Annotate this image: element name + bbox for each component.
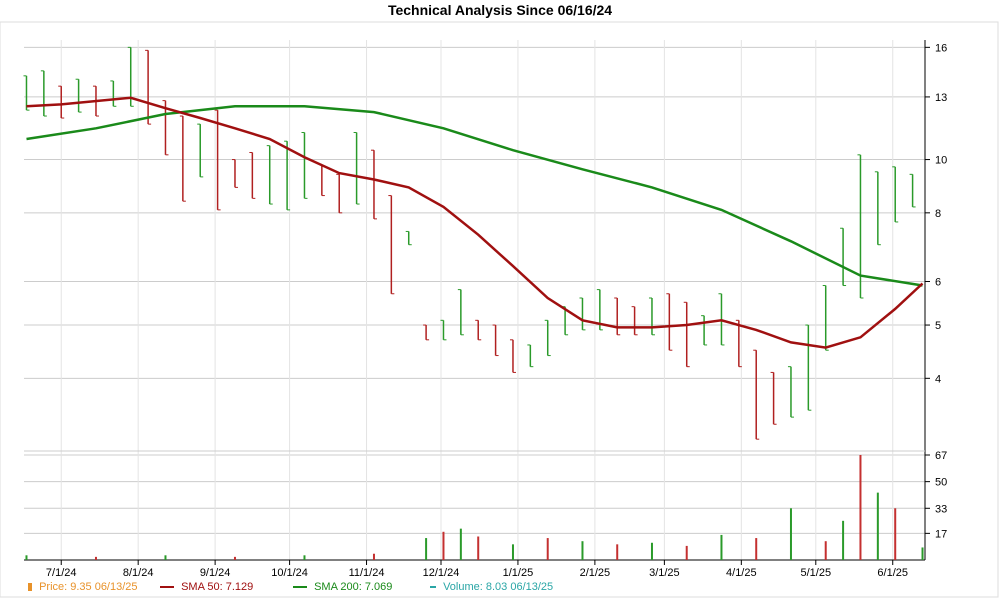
date-tick-label: 10/1/24 bbox=[271, 567, 308, 579]
date-tick-label: 12/1/24 bbox=[423, 567, 460, 579]
price-tick-label: 5 bbox=[935, 320, 941, 332]
date-tick-label: 4/1/25 bbox=[726, 567, 757, 579]
sma200-line bbox=[26, 105, 923, 287]
legend-price: Price: 9.35 06/13/25 bbox=[28, 581, 138, 593]
date-tick-label: 6/1/25 bbox=[877, 567, 908, 579]
sma50-line bbox=[26, 96, 924, 349]
sma200-swatch-icon bbox=[293, 586, 307, 589]
volume-tick-label: 33 bbox=[935, 503, 947, 515]
price-tick-label: 16 bbox=[935, 42, 947, 54]
price-tick-label: 6 bbox=[935, 277, 941, 289]
legend: Price: 9.35 06/13/25 SMA 50: 7.129 SMA 2… bbox=[0, 578, 1000, 598]
date-tick-label: 9/1/24 bbox=[200, 567, 231, 579]
outer-frame bbox=[0, 21, 999, 598]
legend-volume: Volume: 8.03 06/13/25 bbox=[430, 581, 553, 593]
legend-volume-label: Volume: 8.03 06/13/25 bbox=[443, 581, 554, 593]
sma50-swatch-icon bbox=[160, 586, 174, 589]
volume-tick-label: 50 bbox=[935, 477, 947, 489]
legend-sma200: SMA 200: 7.069 bbox=[293, 581, 392, 593]
price-tick-label: 4 bbox=[935, 373, 941, 385]
date-tick-label: 8/1/24 bbox=[123, 567, 154, 579]
price-tick-label: 8 bbox=[935, 208, 941, 220]
date-tick-label: 7/1/24 bbox=[46, 567, 77, 579]
price-swatch-icon bbox=[28, 583, 32, 592]
chart-title: Technical Analysis Since 06/16/24 bbox=[387, 2, 613, 18]
volume-tick-label: 67 bbox=[935, 450, 947, 462]
date-tick-label: 2/1/25 bbox=[580, 567, 611, 579]
legend-price-label: Price: 9.35 06/13/25 bbox=[39, 581, 138, 593]
date-tick-label: 11/1/24 bbox=[349, 567, 385, 579]
price-tick-label: 10 bbox=[935, 155, 947, 167]
date-tick-label: 3/1/25 bbox=[649, 567, 680, 579]
legend-sma50: SMA 50: 7.129 bbox=[160, 581, 253, 593]
date-tick-label: 1/1/25 bbox=[503, 567, 534, 579]
volume-swatch-icon bbox=[430, 586, 436, 589]
price-tick-label: 13 bbox=[935, 92, 947, 104]
legend-sma200-label: SMA 200: 7.069 bbox=[314, 581, 393, 593]
volume-tick-label: 17 bbox=[935, 528, 947, 540]
legend-sma50-label: SMA 50: 7.129 bbox=[181, 581, 254, 593]
date-tick-label: 5/1/25 bbox=[800, 567, 831, 579]
